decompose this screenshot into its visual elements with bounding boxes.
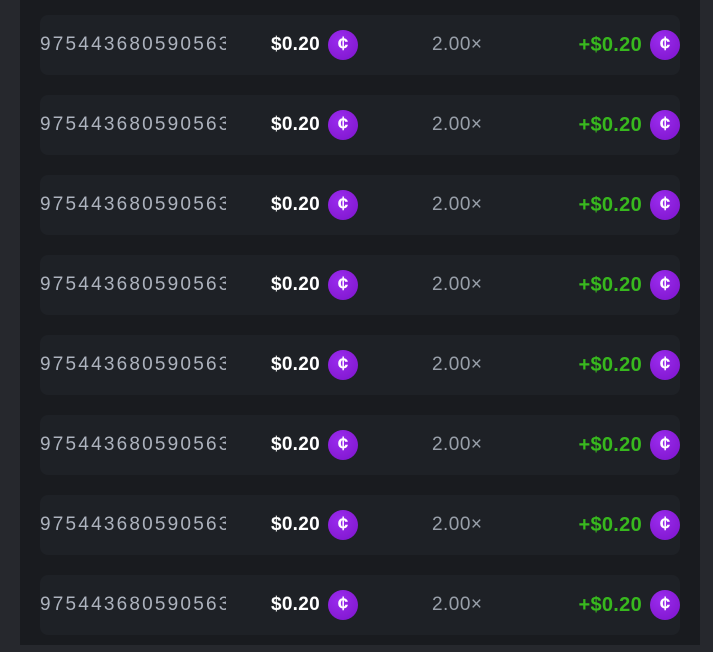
bet-payout-cell: +$0.20 ¢ bbox=[578, 510, 680, 540]
cash-coin-icon: ¢ bbox=[650, 590, 680, 620]
cent-symbol: ¢ bbox=[659, 113, 671, 135]
cent-symbol: ¢ bbox=[337, 353, 349, 375]
bet-id: 975443680590563 bbox=[40, 194, 226, 215]
bet-id: 975443680590563 bbox=[40, 114, 226, 135]
cash-coin-icon: ¢ bbox=[328, 190, 358, 220]
cash-coin-icon: ¢ bbox=[328, 590, 358, 620]
bet-id: 975443680590563 bbox=[40, 434, 226, 455]
bet-payout-cell: +$0.20 ¢ bbox=[578, 350, 680, 380]
cash-coin-icon: ¢ bbox=[650, 190, 680, 220]
bet-row[interactable]: 975443680590563 $0.20 ¢ 2.00× +$0.20 ¢ bbox=[40, 415, 680, 475]
bet-payout: +$0.20 bbox=[578, 33, 642, 56]
bet-multiplier: 2.00× bbox=[431, 594, 483, 615]
cent-symbol: ¢ bbox=[659, 273, 671, 295]
cash-coin-icon: ¢ bbox=[328, 430, 358, 460]
bet-amount-cell: $0.20 ¢ bbox=[226, 430, 358, 460]
bet-payout: +$0.20 bbox=[578, 433, 642, 456]
bet-payout: +$0.20 bbox=[578, 353, 642, 376]
cent-symbol: ¢ bbox=[337, 33, 349, 55]
bet-payout: +$0.20 bbox=[578, 593, 642, 616]
bet-multiplier: 2.00× bbox=[431, 194, 483, 215]
bet-multiplier: 2.00× bbox=[431, 354, 483, 375]
bet-payout-cell: +$0.20 ¢ bbox=[578, 590, 680, 620]
bet-id: 975443680590563 bbox=[40, 514, 226, 535]
bet-multiplier: 2.00× bbox=[431, 34, 483, 55]
cent-symbol: ¢ bbox=[337, 113, 349, 135]
bet-amount: $0.20 bbox=[270, 274, 320, 295]
cent-symbol: ¢ bbox=[659, 593, 671, 615]
bets-table: 975443680590563 $0.20 ¢ 2.00× +$0.20 ¢ 9… bbox=[20, 0, 700, 645]
cent-symbol: ¢ bbox=[337, 593, 349, 615]
cash-coin-icon: ¢ bbox=[328, 30, 358, 60]
cash-coin-icon: ¢ bbox=[328, 510, 358, 540]
cent-symbol: ¢ bbox=[337, 273, 349, 295]
cent-symbol: ¢ bbox=[337, 433, 349, 455]
bet-payout-cell: +$0.20 ¢ bbox=[578, 270, 680, 300]
bet-id: 975443680590563 bbox=[40, 274, 226, 295]
bet-amount-cell: $0.20 ¢ bbox=[226, 190, 358, 220]
bet-amount-cell: $0.20 ¢ bbox=[226, 30, 358, 60]
cent-symbol: ¢ bbox=[659, 513, 671, 535]
cash-coin-icon: ¢ bbox=[328, 350, 358, 380]
bet-amount-cell: $0.20 ¢ bbox=[226, 270, 358, 300]
bet-payout-cell: +$0.20 ¢ bbox=[578, 110, 680, 140]
bet-payout-cell: +$0.20 ¢ bbox=[578, 430, 680, 460]
bet-multiplier: 2.00× bbox=[431, 114, 483, 135]
cent-symbol: ¢ bbox=[659, 33, 671, 55]
bet-payout: +$0.20 bbox=[578, 513, 642, 536]
cash-coin-icon: ¢ bbox=[650, 110, 680, 140]
cash-coin-icon: ¢ bbox=[328, 270, 358, 300]
bet-multiplier: 2.00× bbox=[431, 434, 483, 455]
bet-payout: +$0.20 bbox=[578, 273, 642, 296]
bet-payout: +$0.20 bbox=[578, 193, 642, 216]
bet-row[interactable]: 975443680590563 $0.20 ¢ 2.00× +$0.20 ¢ bbox=[40, 335, 680, 395]
bet-payout-cell: +$0.20 ¢ bbox=[578, 190, 680, 220]
cent-symbol: ¢ bbox=[337, 513, 349, 535]
bet-row[interactable]: 975443680590563 $0.20 ¢ 2.00× +$0.20 ¢ bbox=[40, 575, 680, 635]
cash-coin-icon: ¢ bbox=[650, 30, 680, 60]
cent-symbol: ¢ bbox=[659, 353, 671, 375]
bet-row[interactable]: 975443680590563 $0.20 ¢ 2.00× +$0.20 ¢ bbox=[40, 175, 680, 235]
bet-amount: $0.20 bbox=[270, 114, 320, 135]
bet-id: 975443680590563 bbox=[40, 354, 226, 375]
bet-amount: $0.20 bbox=[270, 194, 320, 215]
cent-symbol: ¢ bbox=[659, 193, 671, 215]
bet-row[interactable]: 975443680590563 $0.20 ¢ 2.00× +$0.20 ¢ bbox=[40, 495, 680, 555]
bet-id: 975443680590563 bbox=[40, 34, 226, 55]
bet-payout: +$0.20 bbox=[578, 113, 642, 136]
cash-coin-icon: ¢ bbox=[650, 270, 680, 300]
bet-amount: $0.20 bbox=[270, 434, 320, 455]
bet-row[interactable]: 975443680590563 $0.20 ¢ 2.00× +$0.20 ¢ bbox=[40, 15, 680, 75]
bet-amount: $0.20 bbox=[270, 34, 320, 55]
bet-amount-cell: $0.20 ¢ bbox=[226, 510, 358, 540]
bet-payout-cell: +$0.20 ¢ bbox=[578, 30, 680, 60]
bet-amount: $0.20 bbox=[270, 354, 320, 375]
cash-coin-icon: ¢ bbox=[328, 110, 358, 140]
bet-row[interactable]: 975443680590563 $0.20 ¢ 2.00× +$0.20 ¢ bbox=[40, 95, 680, 155]
cent-symbol: ¢ bbox=[659, 433, 671, 455]
bet-multiplier: 2.00× bbox=[431, 514, 483, 535]
cash-coin-icon: ¢ bbox=[650, 430, 680, 460]
bet-amount-cell: $0.20 ¢ bbox=[226, 590, 358, 620]
bet-id: 975443680590563 bbox=[40, 594, 226, 615]
bet-amount: $0.20 bbox=[270, 514, 320, 535]
bet-row[interactable]: 975443680590563 $0.20 ¢ 2.00× +$0.20 ¢ bbox=[40, 255, 680, 315]
bet-amount-cell: $0.20 ¢ bbox=[226, 110, 358, 140]
bet-amount-cell: $0.20 ¢ bbox=[226, 350, 358, 380]
cash-coin-icon: ¢ bbox=[650, 510, 680, 540]
cent-symbol: ¢ bbox=[337, 193, 349, 215]
cash-coin-icon: ¢ bbox=[650, 350, 680, 380]
bet-amount: $0.20 bbox=[270, 594, 320, 615]
bet-multiplier: 2.00× bbox=[431, 274, 483, 295]
